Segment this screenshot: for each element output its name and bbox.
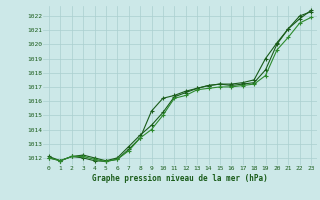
X-axis label: Graphe pression niveau de la mer (hPa): Graphe pression niveau de la mer (hPa) <box>92 174 268 183</box>
